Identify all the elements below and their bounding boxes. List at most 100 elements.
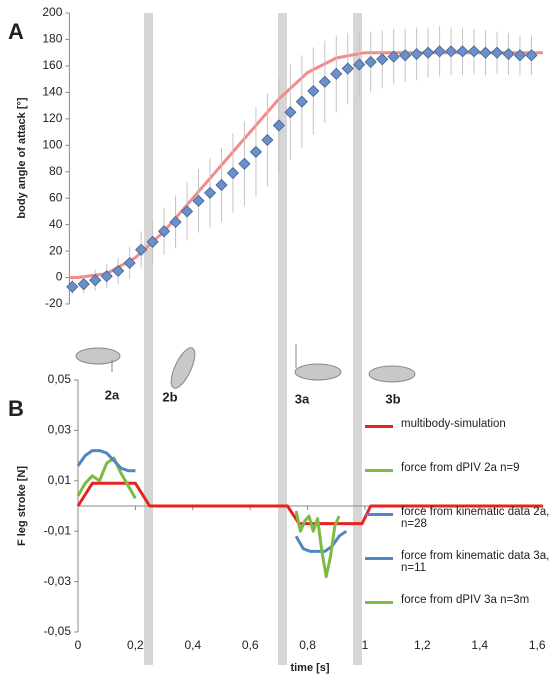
y-tick-label: 180 — [42, 32, 62, 46]
x-tick-label: 0,6 — [242, 638, 259, 652]
marker — [169, 215, 182, 229]
marker — [502, 47, 515, 61]
marker — [238, 157, 251, 170]
y-tick-label: 0,01 — [48, 473, 72, 487]
marker — [341, 62, 354, 75]
marker — [135, 243, 148, 256]
legend-swatch — [365, 469, 393, 472]
y-tick-label: 0 — [56, 270, 63, 284]
y-tick-label: 40 — [49, 217, 63, 231]
y-tick-label: 80 — [49, 164, 63, 178]
marker — [123, 256, 136, 270]
phase-label: 3b — [385, 391, 400, 406]
y-tick-label: 200 — [42, 5, 62, 19]
marker — [249, 145, 262, 158]
marker — [353, 58, 366, 71]
marker — [261, 133, 274, 147]
legend-item: multibody-simulation — [365, 418, 550, 462]
marker — [215, 178, 228, 192]
marker — [158, 225, 171, 238]
marker — [445, 45, 458, 58]
phase-bar — [353, 13, 362, 665]
insect-icon — [294, 363, 342, 381]
series-line — [69, 51, 543, 279]
y-tick-label: -0,01 — [44, 523, 72, 537]
legend-label: force from dPIV 2a n=9 — [401, 462, 520, 474]
marker — [376, 53, 389, 66]
y-tick-label: 140 — [42, 85, 62, 99]
legend-label: multibody-simulation — [401, 418, 506, 430]
legend-swatch — [365, 557, 393, 560]
marker — [433, 45, 446, 58]
x-tick-label: 0,2 — [127, 638, 144, 652]
legend-item: force from kinematic data 3a, n=11 — [365, 550, 550, 594]
legend-item: force from dPIV 2a n=9 — [365, 462, 550, 506]
legend: multibody-simulation force from dPIV 2a n… — [365, 418, 550, 638]
marker — [467, 45, 481, 58]
y-tick-label: -20 — [45, 296, 63, 310]
marker — [180, 205, 194, 218]
legend-swatch — [365, 601, 393, 604]
x-tick-label: 1,2 — [414, 638, 431, 652]
marker — [100, 270, 113, 283]
x-tick-label: 1,4 — [471, 638, 488, 652]
phase-bar — [278, 13, 287, 665]
marker — [330, 67, 343, 80]
y-axis-title: F leg stroke [N] — [16, 466, 28, 546]
legend-label: force from kinematic data 2a, n=28 — [401, 506, 550, 530]
y-tick-label: 100 — [42, 137, 62, 151]
y-tick-label: 60 — [49, 190, 63, 204]
x-tick-label: 1 — [362, 638, 369, 652]
x-axis-title: time [s] — [290, 662, 329, 674]
phase-label: 3a — [295, 391, 310, 406]
phase-bar — [144, 13, 153, 665]
insect-icons — [75, 344, 416, 389]
marker — [307, 84, 320, 98]
marker — [112, 264, 125, 277]
series-line — [294, 510, 341, 579]
legend-label: force from kinematic data 3a, n=11 — [401, 550, 550, 574]
panel-label: B — [8, 396, 24, 421]
marker — [89, 274, 102, 287]
marker — [192, 194, 205, 207]
marker — [364, 55, 377, 69]
marker — [513, 49, 527, 62]
y-tick-label: 160 — [42, 58, 62, 72]
y-tick-label: 0,05 — [48, 372, 72, 386]
marker — [479, 46, 492, 59]
marker — [203, 186, 217, 199]
x-tick-label: 0,8 — [299, 638, 316, 652]
series-line — [76, 449, 136, 473]
marker — [456, 45, 469, 58]
phase-label: 2a — [105, 387, 120, 402]
insect-icon — [75, 347, 121, 365]
legend-item: force from dPIV 3a n=3m — [365, 594, 550, 638]
marker — [410, 47, 423, 61]
marker — [66, 280, 79, 293]
legend-item: force from kinematic data 2a, n=28 — [365, 506, 550, 550]
marker — [490, 46, 504, 59]
x-tick-label: 0,4 — [184, 638, 201, 652]
marker — [387, 50, 400, 63]
legend-swatch — [365, 425, 393, 428]
marker — [399, 49, 412, 62]
phase-bars — [144, 13, 362, 665]
marker — [318, 75, 331, 88]
marker — [422, 46, 435, 59]
marker — [272, 119, 285, 132]
y-tick-label: -0,03 — [44, 574, 72, 588]
series-line — [76, 456, 137, 500]
marker — [525, 49, 538, 62]
series-line — [76, 481, 543, 526]
y-tick-label: 0,03 — [48, 423, 72, 437]
y-tick-label: 20 — [49, 243, 63, 257]
x-tick-label: 1,6 — [529, 638, 546, 652]
y-tick-label: -0,05 — [44, 624, 72, 638]
y-tick-label: 120 — [42, 111, 62, 125]
marker — [284, 106, 297, 119]
legend-swatch — [365, 513, 393, 516]
marker — [146, 235, 159, 248]
legend-label: force from dPIV 3a n=3m — [401, 594, 530, 606]
